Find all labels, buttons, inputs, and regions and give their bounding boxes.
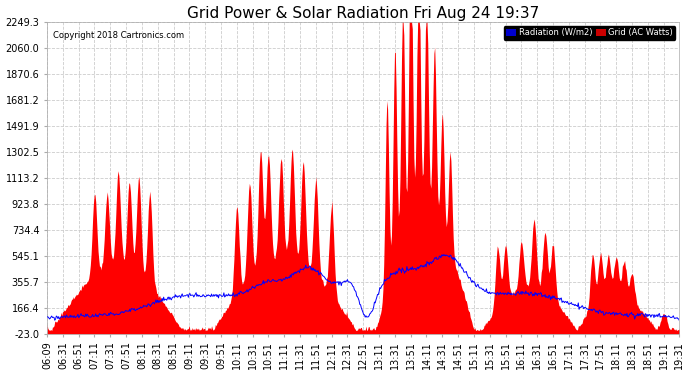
Text: Copyright 2018 Cartronics.com: Copyright 2018 Cartronics.com	[53, 31, 184, 40]
Legend: Radiation (W/m2), Grid (AC Watts): Radiation (W/m2), Grid (AC Watts)	[504, 26, 676, 40]
Title: Grid Power & Solar Radiation Fri Aug 24 19:37: Grid Power & Solar Radiation Fri Aug 24 …	[187, 6, 540, 21]
